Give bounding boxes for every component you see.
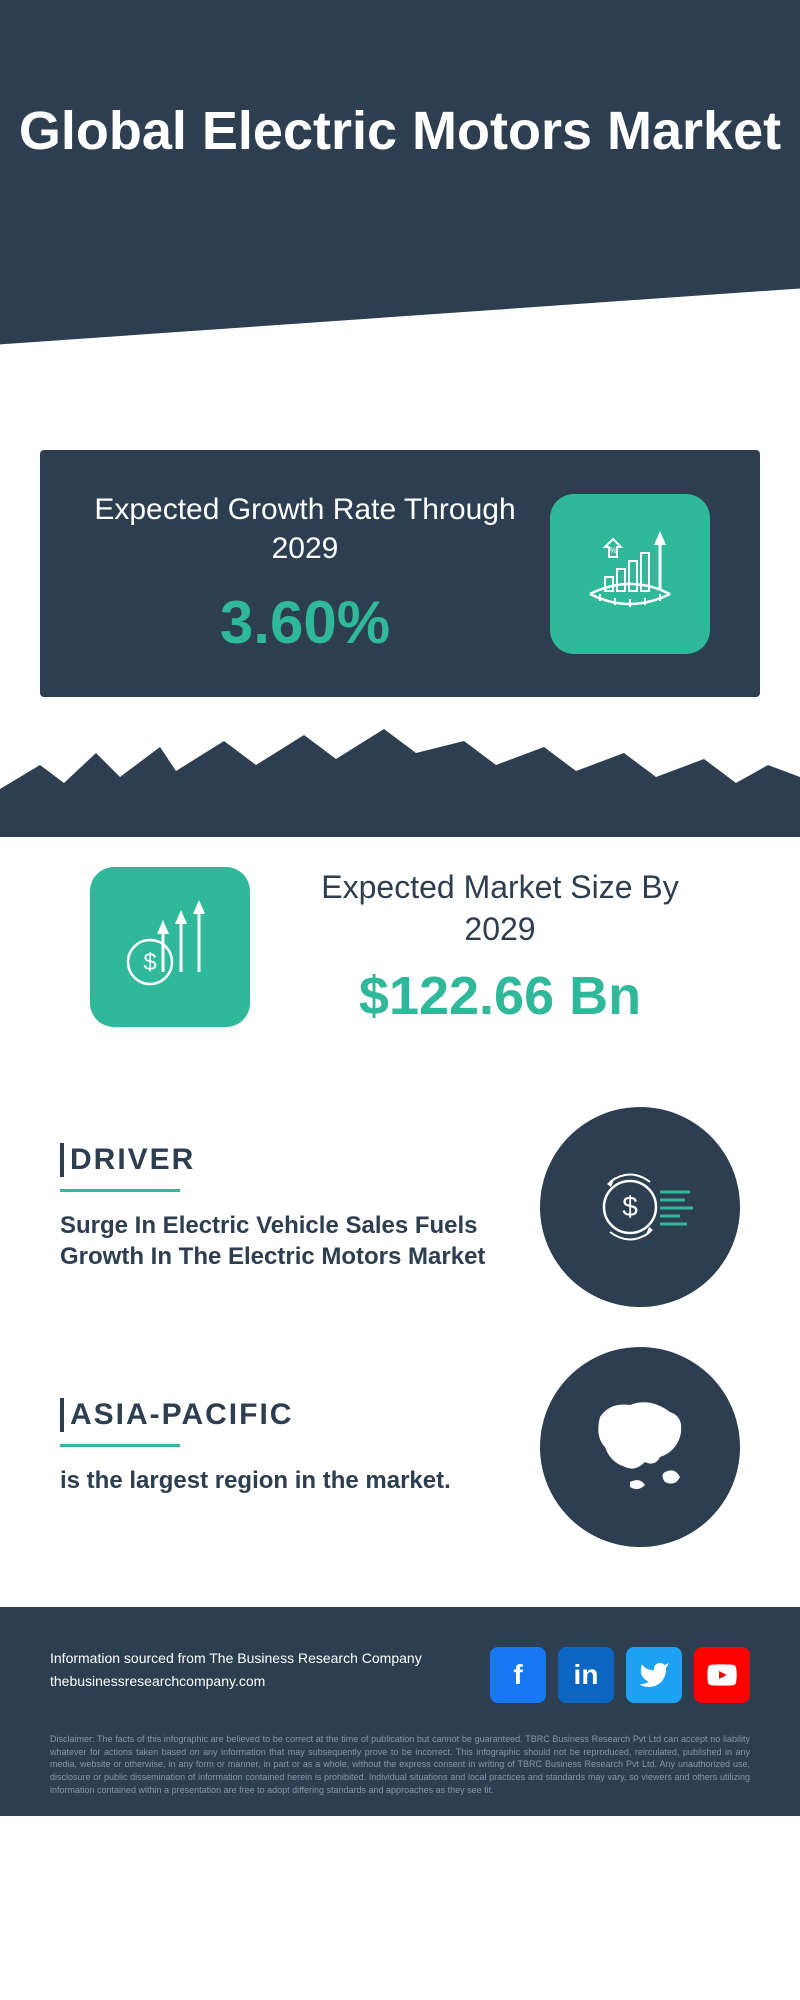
dollar-flow-icon: $ xyxy=(575,1142,705,1272)
social-icons: f in xyxy=(490,1647,750,1703)
driver-underline xyxy=(60,1189,180,1192)
facebook-icon[interactable]: f xyxy=(490,1647,546,1703)
growth-rate-value: 3.60% xyxy=(90,588,520,657)
growth-rate-card: Expected Growth Rate Through 2029 3.60% … xyxy=(40,450,760,697)
driver-section: DRIVER Surge In Electric Vehicle Sales F… xyxy=(60,1107,740,1307)
region-desc: is the largest region in the market. xyxy=(60,1465,500,1496)
market-growth-icon: $ xyxy=(90,867,250,1027)
driver-icon-circle: $ xyxy=(540,1107,740,1307)
growth-rate-text: Expected Growth Rate Through 2029 3.60% xyxy=(90,490,520,657)
twitter-icon[interactable] xyxy=(626,1647,682,1703)
market-size-value: $122.66 Bn xyxy=(290,965,710,1027)
region-section: ASIA-PACIFIC is the largest region in th… xyxy=(60,1347,740,1547)
market-size-label: Expected Market Size By 2029 xyxy=(290,867,710,950)
svg-text:$: $ xyxy=(622,1191,638,1222)
footer-content: Information sourced from The Business Re… xyxy=(50,1647,750,1703)
disclaimer-text: Disclaimer: The facts of this infographi… xyxy=(50,1733,750,1796)
source-line-1: Information sourced from The Business Re… xyxy=(50,1647,422,1669)
region-title: ASIA-PACIFIC xyxy=(60,1398,500,1432)
youtube-icon[interactable] xyxy=(694,1647,750,1703)
region-text: ASIA-PACIFIC is the largest region in th… xyxy=(60,1398,500,1496)
driver-desc: Surge In Electric Vehicle Sales Fuels Gr… xyxy=(60,1210,500,1272)
footer: Information sourced from The Business Re… xyxy=(0,1607,800,1816)
market-size-text: Expected Market Size By 2029 $122.66 Bn xyxy=(290,867,710,1027)
driver-text: DRIVER Surge In Electric Vehicle Sales F… xyxy=(60,1143,500,1272)
page-title: Global Electric Motors Market xyxy=(0,100,800,162)
footer-source: Information sourced from The Business Re… xyxy=(50,1647,422,1692)
linkedin-icon[interactable]: in xyxy=(558,1647,614,1703)
market-size-card: $ Expected Market Size By 2029 $122.66 B… xyxy=(40,837,760,1067)
growth-rate-label: Expected Growth Rate Through 2029 xyxy=(90,490,520,568)
asia-map-icon xyxy=(560,1367,720,1527)
svg-text:$: $ xyxy=(143,949,156,976)
svg-text:%: % xyxy=(609,546,616,555)
region-underline xyxy=(60,1444,180,1447)
source-line-2: thebusinessresearchcompany.com xyxy=(50,1670,422,1692)
skyline-divider xyxy=(0,717,800,837)
region-icon-circle xyxy=(540,1347,740,1547)
growth-chart-icon: % xyxy=(550,494,710,654)
header-section: Global Electric Motors Market xyxy=(0,0,800,420)
header-background xyxy=(0,0,800,350)
driver-title: DRIVER xyxy=(60,1143,500,1177)
